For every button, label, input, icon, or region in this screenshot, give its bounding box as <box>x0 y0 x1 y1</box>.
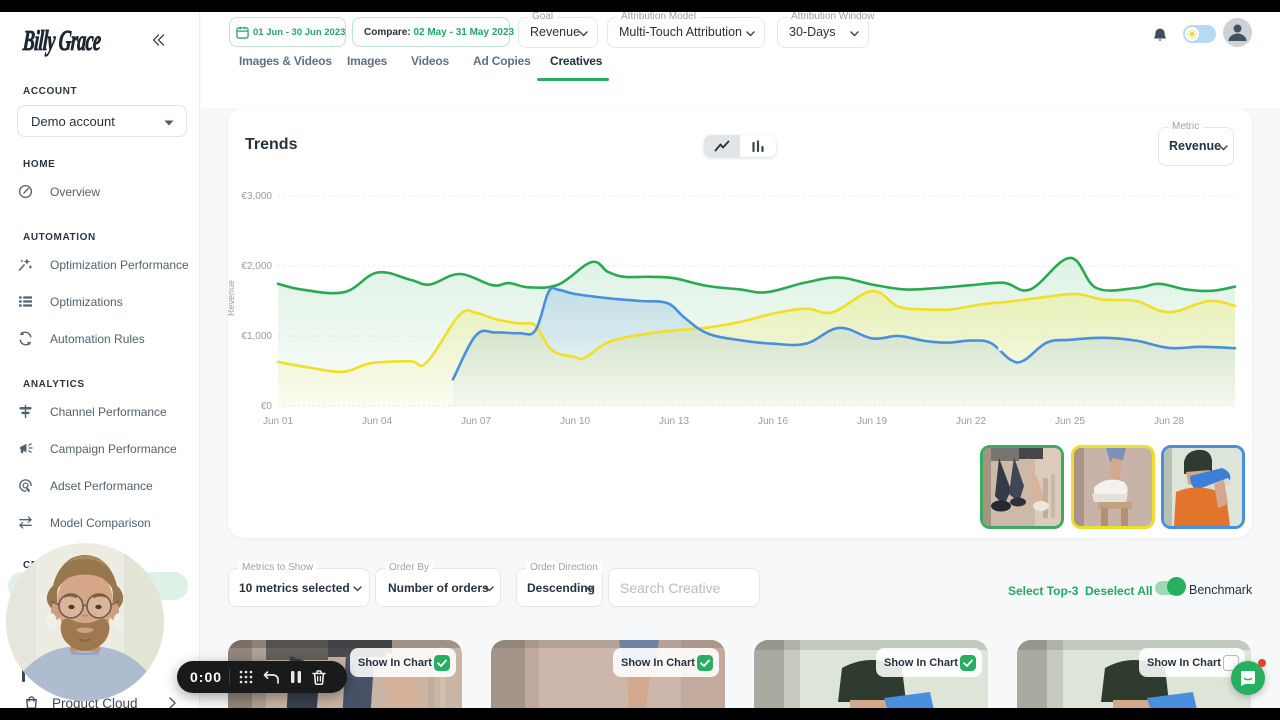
svg-text:€3,000: €3,000 <box>241 191 272 202</box>
svg-text:Jun 19: Jun 19 <box>857 416 887 427</box>
svg-text:Jun 22: Jun 22 <box>956 416 986 427</box>
svg-text:€2,000: €2,000 <box>241 261 272 272</box>
svg-text:Jun 04: Jun 04 <box>362 416 392 427</box>
svg-text:Jun 28: Jun 28 <box>1154 416 1184 427</box>
svg-text:Jun 25: Jun 25 <box>1055 416 1085 427</box>
svg-text:Jun 10: Jun 10 <box>560 416 590 427</box>
svg-text:Revenue: Revenue <box>228 280 236 316</box>
svg-text:€0: €0 <box>261 401 273 412</box>
svg-text:Billy Grace: Billy Grace <box>21 25 102 57</box>
svg-text:Jun 16: Jun 16 <box>758 416 788 427</box>
svg-text:Jun 01: Jun 01 <box>263 416 293 427</box>
svg-text:Jun 07: Jun 07 <box>461 416 491 427</box>
svg-text:€1,000: €1,000 <box>241 331 272 342</box>
svg-text:Jun 13: Jun 13 <box>659 416 689 427</box>
